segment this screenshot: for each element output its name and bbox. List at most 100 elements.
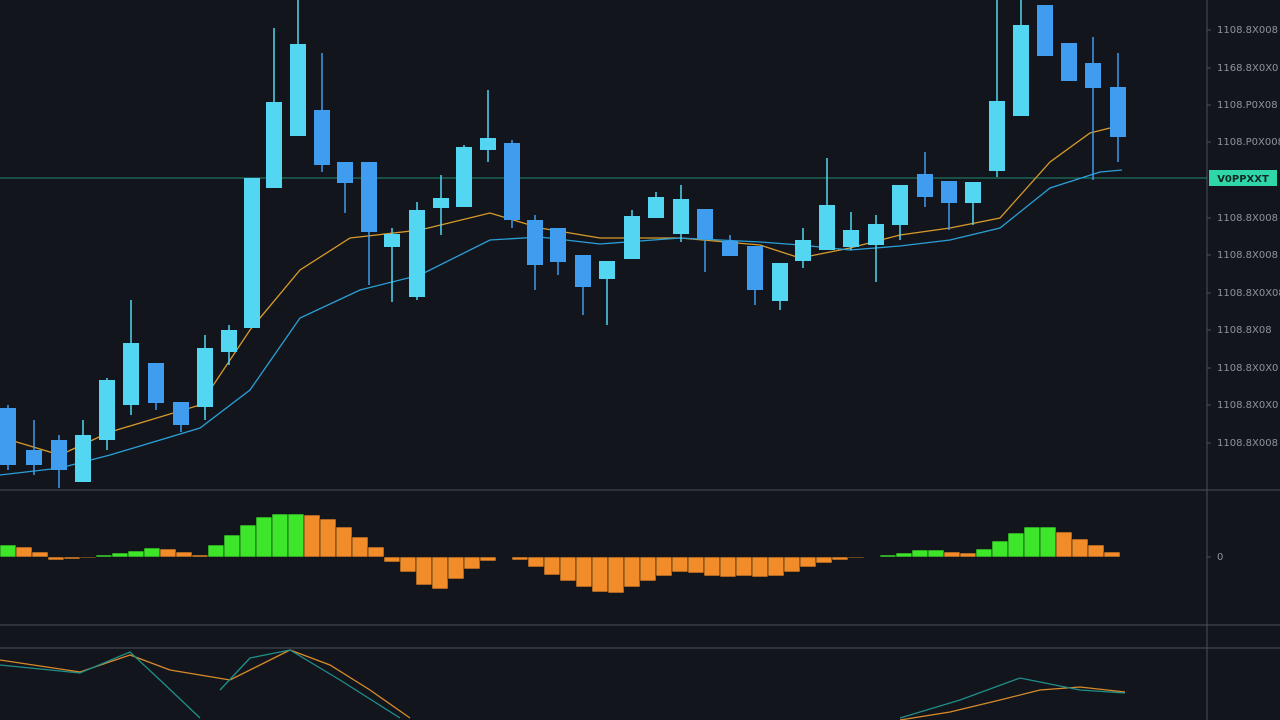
candle-body: [624, 216, 640, 259]
histogram-bar: [255, 516, 273, 558]
histogram-bar: [1103, 551, 1121, 558]
histogram-bar: [0, 544, 17, 558]
candle-body: [456, 147, 472, 207]
histogram-bar: [671, 556, 689, 573]
histogram-bar: [1023, 526, 1041, 558]
y-tick-label: 1108.8X0X0: [1217, 400, 1278, 411]
histogram-bar: [47, 556, 65, 561]
candle-body: [917, 174, 933, 197]
candle-body: [599, 261, 615, 279]
candle-body: [989, 101, 1005, 171]
histogram-bar: [367, 546, 385, 558]
candle-body: [244, 178, 260, 328]
y-tick-label: 1108.P0X008: [1217, 137, 1280, 148]
candle-body: [290, 44, 306, 136]
histogram-bar: [159, 548, 177, 558]
histogram-bar: [191, 554, 209, 558]
candle-body: [173, 402, 189, 425]
histogram-bar: [351, 536, 369, 558]
histogram-bar: [687, 556, 705, 574]
histogram-bar: [719, 556, 737, 578]
histogram-bar: [1007, 532, 1025, 558]
histogram-bar: [959, 552, 977, 558]
histogram-bar: [15, 546, 33, 558]
histogram-bar: [831, 556, 849, 561]
histogram-bar: [735, 556, 753, 577]
y-tick-label: 0: [1217, 552, 1223, 563]
histogram-bar: [1039, 526, 1057, 558]
candle-body: [868, 224, 884, 245]
histogram-bar: [111, 552, 129, 558]
candle-body: [673, 199, 689, 234]
y-tick-label: 1108.8X008: [1217, 25, 1278, 36]
histogram-bar: [815, 556, 833, 564]
histogram-bar: [63, 556, 81, 560]
candle-body: [795, 240, 811, 261]
line-series: [0, 649, 1126, 719]
histogram-bar: [479, 556, 497, 562]
candle-body: [941, 181, 957, 203]
y-tick-label: 1108.8X0X0: [1217, 363, 1278, 374]
candle-body: [0, 408, 16, 465]
y-tick-label: 1108.P0X08: [1217, 100, 1278, 111]
histogram-bar: [879, 554, 897, 558]
candle-body: [1037, 5, 1053, 56]
candle-body: [148, 363, 164, 403]
histogram-bar: [527, 556, 545, 568]
candle-body: [722, 241, 738, 256]
candle-body: [314, 110, 330, 165]
candle-body: [480, 138, 496, 150]
candle-body: [361, 162, 377, 232]
histogram-bar: [143, 547, 161, 558]
histogram-bar: [751, 556, 769, 578]
candle-body: [892, 185, 908, 225]
candle-body: [123, 343, 139, 405]
histogram-bar: [383, 556, 401, 563]
histogram-bar: [31, 551, 49, 558]
histogram-bar: [783, 556, 801, 573]
histogram-bar: [79, 556, 97, 559]
histogram-bar: [575, 556, 593, 588]
candle-body: [266, 102, 282, 188]
candle-body: [1085, 63, 1101, 88]
candle-body: [965, 182, 981, 203]
histogram-bar: [463, 556, 481, 570]
candle-body: [575, 255, 591, 287]
y-tick-label: 1108.8X008: [1217, 250, 1278, 261]
y-tick-label: 1108.8X08: [1217, 325, 1272, 336]
candle-body: [550, 228, 566, 262]
histogram-bar: [703, 556, 721, 577]
histogram-bar: [623, 556, 641, 588]
histogram-bar: [175, 551, 193, 558]
histogram-bar: [847, 556, 865, 559]
candle-body: [772, 263, 788, 301]
histogram-bar: [799, 556, 817, 568]
histogram-bar: [591, 556, 609, 593]
histogram-bar: [399, 556, 417, 573]
candle-body: [747, 246, 763, 290]
candle-body: [819, 205, 835, 250]
candle-body: [433, 198, 449, 208]
histogram-bar: [511, 556, 529, 561]
candle-body: [648, 197, 664, 218]
y-tick-label: 1108.8X008: [1217, 213, 1278, 224]
histogram-bar: [655, 556, 673, 577]
last-price-label: V0PPXXT: [1217, 174, 1269, 185]
candle-body: [1110, 87, 1126, 137]
candle-body: [697, 209, 713, 239]
histogram-bar: [431, 556, 449, 590]
histogram-bar: [927, 549, 945, 558]
y-tick-label: 1108.8X0X08: [1217, 288, 1280, 299]
histogram-bar: [991, 540, 1009, 558]
histogram-bar: [335, 526, 353, 558]
histogram-bar: [127, 550, 145, 558]
histogram-bar: [895, 552, 913, 558]
histogram-bar: [1071, 538, 1089, 558]
histogram-bar: [319, 518, 337, 558]
histogram-bar: [1087, 544, 1105, 558]
candle-body: [527, 220, 543, 265]
histogram-bar: [239, 524, 257, 558]
histogram-bar: [767, 556, 785, 577]
